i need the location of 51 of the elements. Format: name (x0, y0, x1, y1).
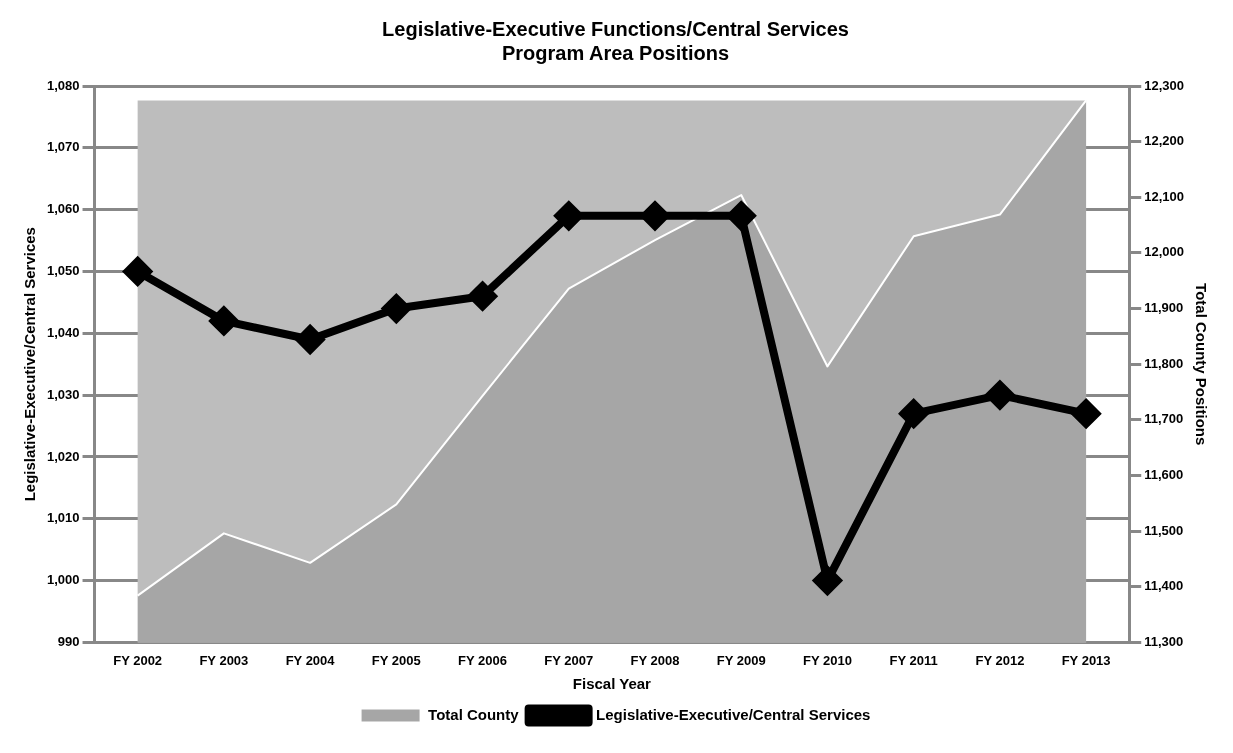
y2-tick-label: 11,700 (1144, 411, 1184, 427)
y2-tick-label: 12,100 (1144, 188, 1184, 204)
point (899, 399, 928, 428)
x-tick-label: FY 2012 (975, 652, 1025, 668)
y-tick-label: 1,070 (46, 139, 80, 155)
legend-label: Legislative-Executive/Central Services (596, 705, 871, 723)
y-tick-label: 1,060 (46, 201, 80, 217)
point (1072, 399, 1101, 428)
y2-tick-label: 11,300 (1144, 633, 1184, 649)
y-tick-label: 1,030 (46, 386, 80, 402)
point (813, 566, 842, 595)
x-tick-label: FY 2006 (458, 652, 508, 668)
y2-tick-label: 12,000 (1144, 244, 1184, 260)
y2-tick-label: 11,800 (1144, 355, 1184, 371)
x-tick-label: FY 2002 (113, 652, 163, 668)
x-axis-title: Fiscal Year (572, 675, 652, 693)
y2-tick-label: 12,300 (1144, 77, 1184, 93)
y-tick-label: 1,000 (46, 572, 80, 588)
y-axis-title: Legislative-Executive/Central Services (21, 227, 39, 502)
point (209, 306, 238, 335)
point (382, 294, 411, 323)
y2-tick-label: 12,200 (1144, 133, 1184, 149)
x-tick-label: FY 2003 (199, 652, 249, 668)
x-tick-label: FY 2011 (889, 652, 938, 668)
point (123, 257, 152, 286)
x-tick-label: FY 2008 (630, 652, 680, 668)
x-tick-label: FY 2013 (1061, 652, 1111, 668)
y-tick-label: 1,050 (46, 263, 80, 279)
y2-tick-label: 11,900 (1144, 300, 1184, 316)
y-tick-label: 1,040 (46, 324, 80, 340)
y2-tick-label: 11,600 (1144, 467, 1184, 483)
legend-label: Total County (428, 705, 520, 723)
chart-title: Legislative-Executive Functions/Central Services Program Area Positions (382, 17, 849, 64)
x-tick-label: FY 2010 (802, 652, 852, 668)
point (641, 201, 669, 230)
point (295, 323, 326, 356)
y2-tick-label: 11,500 (1144, 522, 1184, 538)
point (468, 282, 497, 311)
x-tick-label: FY 2005 (371, 652, 421, 668)
x-tick-label: FY 2007 (544, 652, 594, 668)
x-tick-label: FY 2009 (716, 652, 766, 668)
y2-axis-title: Total County Positions (1192, 283, 1210, 446)
point (985, 381, 1014, 410)
y-tick-label: 1,080 (46, 77, 80, 93)
y2-tick-label: 11,400 (1144, 578, 1184, 594)
x-tick-label: FY 2004 (285, 652, 336, 668)
y-tick-label: 990 (57, 633, 80, 649)
point (554, 201, 583, 230)
point (727, 201, 756, 230)
y-tick-label: 1,010 (46, 510, 80, 526)
y-tick-label: 1,020 (46, 448, 80, 464)
